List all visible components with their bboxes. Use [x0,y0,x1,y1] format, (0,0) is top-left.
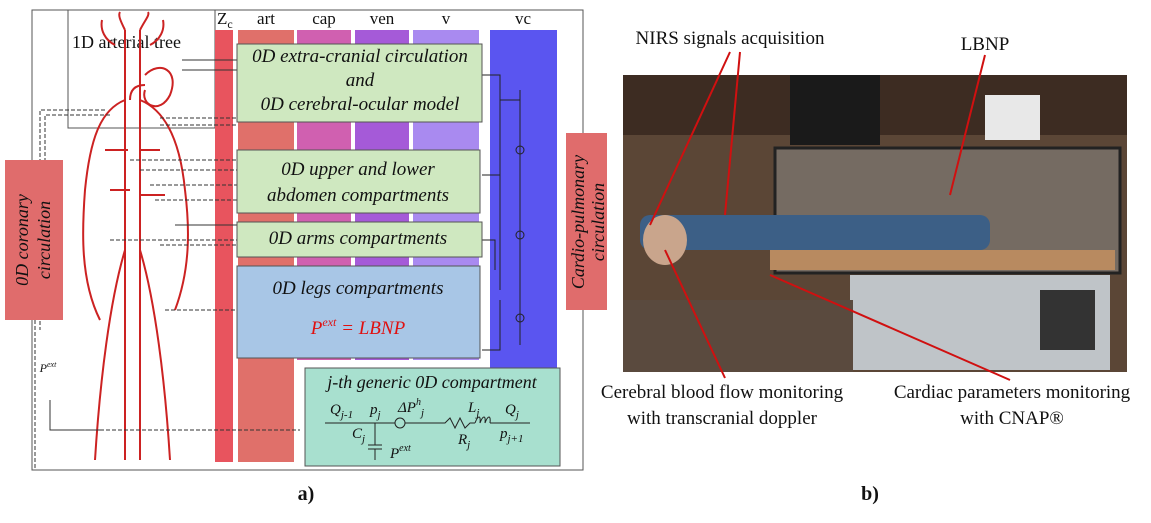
subscript: c [227,17,232,31]
column-header: ven [370,9,395,28]
symbol-base: P [389,446,399,462]
annotation: NIRS signals acquisition [636,28,825,49]
box-text: 0D extra-cranial circulation [252,46,468,67]
symbol-base: ΔP [397,400,416,416]
generic-title: j-th generic 0D compartment [325,372,537,392]
coronary-label: 0D coronary [12,194,32,286]
annotation: Cerebral blood flow monitoring [601,382,844,403]
column-header: art [257,9,275,28]
symbol-base: Q [330,402,341,418]
formula-rest: = LBNP [336,318,405,339]
box-text: 0D upper and lower [281,159,435,180]
symbol-base: R [457,432,467,448]
coronary-label: circulation [34,201,54,279]
coronary-pressure: Pext [39,360,57,375]
tree-label: 1D arterial tree [72,32,181,52]
box-text: 0D legs compartments [273,278,444,299]
column-header: vc [515,9,532,28]
box-text: 0D cerebral-ocular model [261,94,460,115]
annotation: Cardiac parameters monitoring [894,382,1131,403]
zc-strip [215,30,233,462]
box-text: 0D arms compartments [269,228,447,249]
symbol: P [310,318,323,339]
symbol-base: L [467,400,476,416]
column-header: cap [312,9,336,28]
subscript: j-1 [339,409,353,421]
annotation: LBNP [961,34,1010,55]
cardio-label: circulation [588,183,608,261]
annotation: with CNAP® [960,408,1064,429]
superscript: ext [47,360,57,369]
panel-label: a) [298,483,315,505]
superscript: ext [399,443,411,454]
superscript: ext [322,315,337,329]
box-text: abdomen compartments [267,185,449,206]
symbol: Z [217,9,227,28]
column-header: Zc [217,9,233,31]
figure: Zc art cap ven v vc 1D arterial tree 0D extra-… [0,0,1151,518]
subscript: j+1 [506,433,524,445]
symbol-base: Q [505,402,516,418]
annotation: with transcranial doppler [627,408,818,429]
cardio-label: Cardio-pulmonary [568,155,588,289]
arterial-tree [83,12,188,460]
box-text: and [346,70,375,91]
panel-label: b) [861,483,879,505]
column-header: v [442,9,451,28]
